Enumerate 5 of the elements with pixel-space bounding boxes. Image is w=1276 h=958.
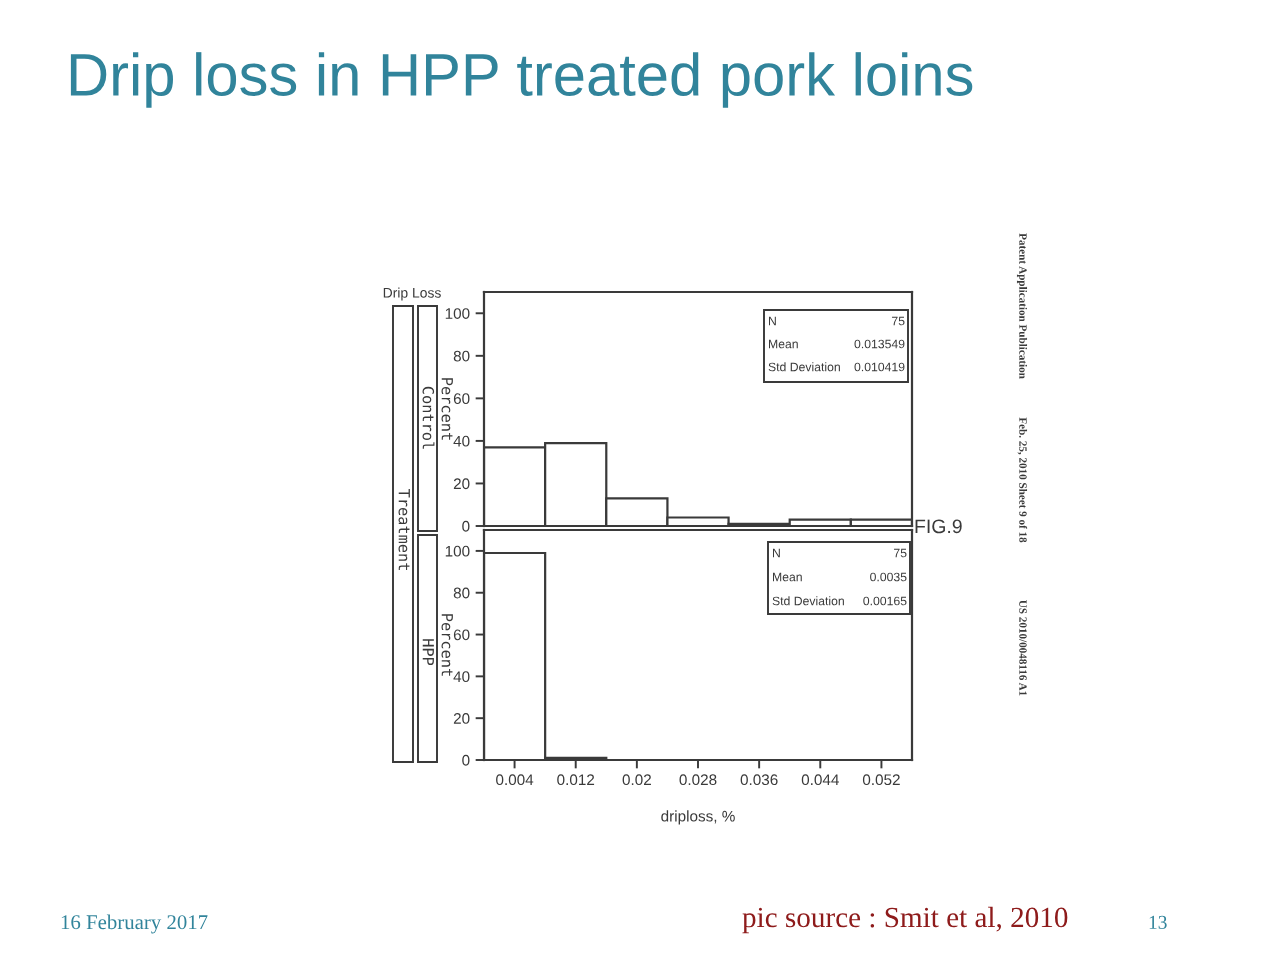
chart-title: Drip loss in HPP treated pork loins	[70, 52, 973, 108]
text: 13	[1149, 915, 1167, 929]
text: pic source : Smit et al, 2010	[742, 906, 1068, 934]
text: 16 February 2017	[61, 914, 208, 934]
caption: FIG.9	[915, 519, 962, 534]
